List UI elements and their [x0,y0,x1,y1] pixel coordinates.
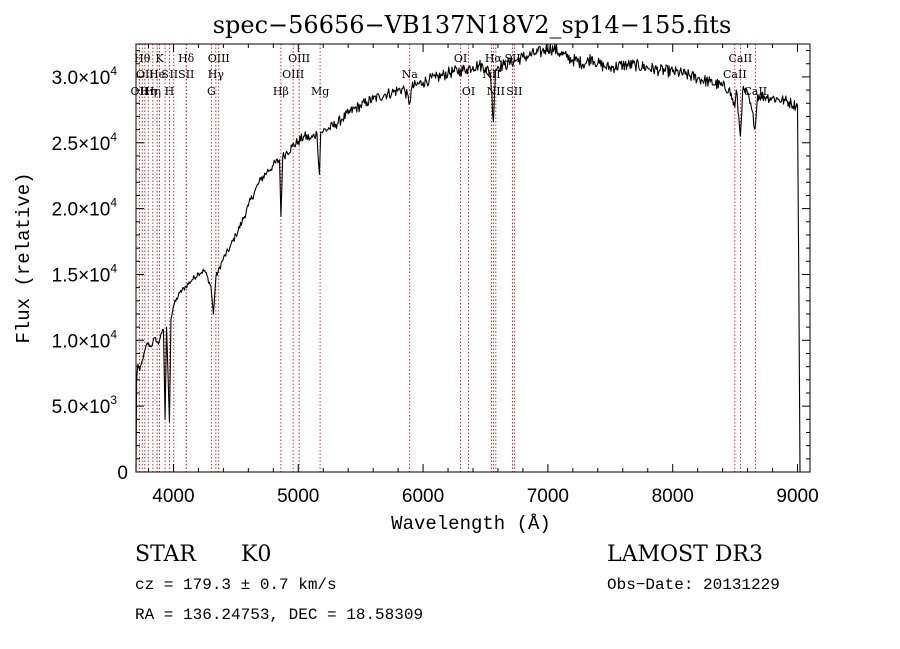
y-tick-label-5: 2.5×104 [52,130,118,155]
redshift-velocity: cz = 179.3 ± 0.7 km/s [135,576,337,594]
line-label-9: II [169,68,178,81]
line-label-11: SII [178,68,194,81]
line-label-22: NII [482,68,500,81]
survey-name: LAMOST DR3 [607,542,763,567]
line-label-12: G [207,85,216,98]
line-label-24: NII [487,85,505,98]
y-tick-mantissa: 2.0×10 [52,200,111,221]
line-label-18: Mg [311,85,329,98]
x-tick-label-0: 4000 [152,486,194,507]
chart-title: spec−56656−VB137N18V2_sp14−155.fits [213,11,732,39]
object-subclass: K0 [241,542,271,567]
line-label-4: Hη [145,85,161,98]
x-tick-label-4: 8000 [652,486,694,507]
x-axis-label: Wavelength (Å) [391,513,551,535]
y-tick-exponent: 4 [110,261,117,275]
y-tick-exponent: 3 [110,393,117,407]
line-label-7: S [161,68,169,81]
x-tick-label-1: 5000 [277,486,319,507]
y-tick-label-1: 5.0×103 [52,393,118,418]
y-tick-mantissa: 2.5×10 [52,134,111,155]
y-tick-label-6: 3.0×104 [52,64,118,89]
line-label-19: Na [402,68,419,81]
y-axis-ticks: 05.0×1031.0×1041.5×1042.0×1042.5×1043.0×… [52,50,810,484]
line-label-17: OIII [288,52,310,65]
y-tick-label-3: 1.5×104 [52,261,118,286]
line-label-6: K [155,52,164,65]
emission-line-markers [138,44,756,472]
line-label-16: OIII [282,68,304,81]
line-label-2: OII [136,68,154,81]
line-label-0: OII [131,85,149,98]
y-axis-label: Flux (relative) [13,172,35,343]
y-tick-label-2: 1.0×104 [52,327,118,352]
line-label-27: CaII [723,68,747,81]
y-tick-mantissa: 1.5×10 [52,265,111,286]
line-label-26: SII [506,85,522,98]
flux-series-line [135,43,801,473]
y-tick-exponent: 4 [110,327,117,341]
x-tick-label-5: 9000 [776,486,818,507]
line-label-5: He [149,68,165,81]
line-label-25: SII [504,52,520,65]
y-tick-exponent: 4 [110,196,117,210]
x-axis-ticks: 4000 5000 6000 7000 8000 9000 [147,44,819,507]
y-tick-label-0: 0 [117,463,128,484]
y-tick-exponent: 4 [110,130,117,144]
line-label-13: Hγ [208,68,225,81]
line-label-21: OI [462,85,475,98]
x-tick-label-2: 6000 [402,486,444,507]
plot-frame [135,43,811,473]
y-tick-mantissa: 1.0×10 [52,331,111,352]
line-label-20: OI [454,52,467,65]
line-label-28: CaII [729,52,753,65]
line-label-10: Hδ [178,52,195,65]
line-label-23: Hα [485,52,503,65]
y-tick-mantissa: 5.0×10 [52,397,111,418]
line-label-1: Hθ [134,52,151,65]
object-class: STAR [135,542,197,567]
line-label-15: Hβ [273,85,289,98]
line-label-8: H [165,85,175,98]
line-label-3: Hη [140,85,156,98]
x-tick-label-3: 7000 [527,486,569,507]
y-tick-mantissa: 3.0×10 [52,68,111,89]
line-label-14: OIII [208,52,230,65]
y-tick-exponent: 4 [110,64,117,78]
coordinates: RA = 136.24753, DEC = 18.58309 [135,606,423,624]
emission-line-labels: OIIHθOIIHηHηHeKSHIIHδSIIGHγOIIIHβOIIIOII… [131,52,768,98]
observation-date: Obs−Date: 20131229 [607,576,780,594]
y-tick-label-4: 2.0×104 [52,196,118,221]
